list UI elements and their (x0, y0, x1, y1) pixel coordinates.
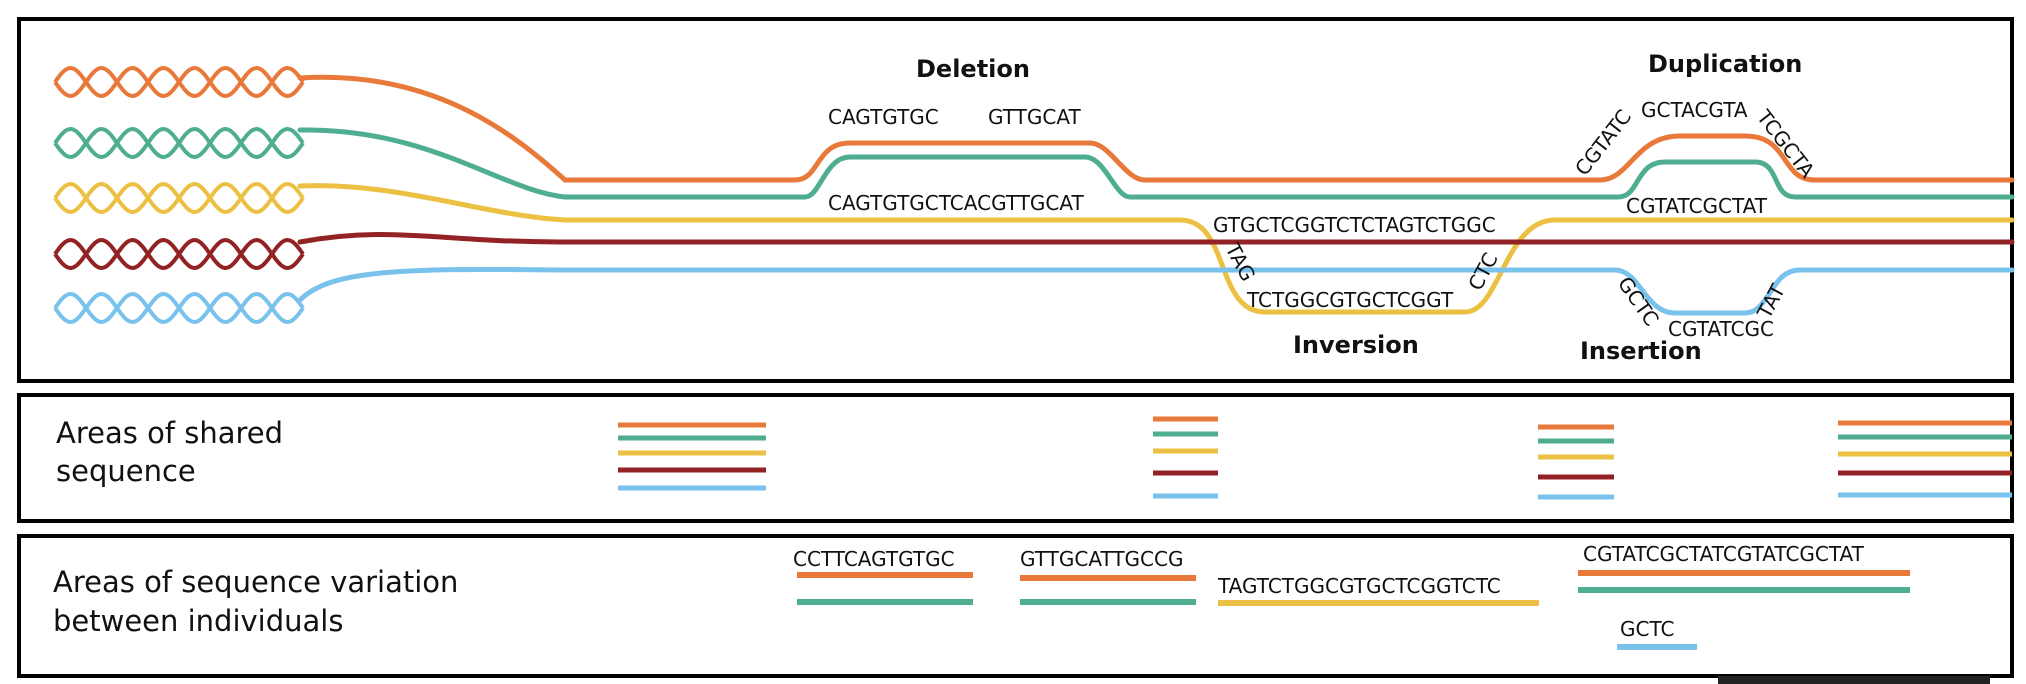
inversion-inv-seq: TCTGGCGTGCTCGGT (1246, 288, 1454, 312)
inversion-top-seq: GTGCTCGGTCTCTAGTCTGGC (1213, 213, 1496, 237)
dna-helix-darkred-strand-2 (53, 237, 305, 271)
shared-panel-frame (17, 393, 2014, 523)
corner-tab (1718, 676, 1990, 684)
shared-label-line1: Areas of shared (56, 416, 283, 450)
deletion-right-seq: GTTGCAT (988, 105, 1081, 129)
deletion-title: Deletion (916, 55, 1030, 83)
shared-segment-group (618, 416, 2012, 500)
variation-insertion-seq: GCTC (1620, 617, 1674, 641)
dna-helix-blue-strand-2 (53, 291, 305, 325)
variation-deletion-seq-2: GTTGCATTGCCG (1020, 547, 1183, 571)
variation-deletion-seq-1: CCTTCAGTGTGC (793, 547, 955, 571)
dna-helix-green-strand-2 (53, 126, 305, 160)
deletion-ref-seq: CAGTGTGCTCACGTTGCAT (828, 191, 1085, 215)
inversion-title: Inversion (1293, 331, 1419, 359)
variation-label-line1: Areas of sequence variation (53, 565, 458, 599)
strand-green (297, 127, 2015, 200)
insertion-left-seq: GCTC (1613, 272, 1664, 330)
variation-panel-frame (17, 534, 2014, 678)
strand-yellow (297, 183, 2015, 315)
insertion-mid-seq: CGTATCGC (1668, 317, 1774, 341)
deletion-left-seq: CAGTGTGC (828, 105, 939, 129)
dna-helix-orange-strand-2 (53, 65, 305, 99)
dna-helix-yellow-strand-2 (53, 181, 305, 215)
top-panel-frame (17, 17, 2014, 383)
strand-darkred (297, 231, 2015, 245)
duplication-title: Duplication (1648, 50, 1802, 78)
shared-label-line2: sequence (56, 454, 196, 488)
duplication-mid-seq: GCTACGTA (1641, 98, 1748, 122)
variation-duplication-seq: CGTATCGCTATCGTATCGCTAT (1583, 542, 1865, 566)
duplication-ref-seq: CGTATCGCTAT (1626, 194, 1768, 218)
variation-label-line2: between individuals (53, 604, 343, 638)
strand-group (297, 74, 2015, 316)
duplication-right-seq: TCGCTA (1751, 105, 1819, 183)
dna-helix-group (53, 65, 305, 325)
variation-inversion-seq: TAGTCTGGCGTGCTCGGTCTC (1217, 574, 1501, 598)
strand-blue (297, 266, 2015, 316)
insertion-title: Insertion (1580, 337, 1702, 365)
strand-orange (297, 74, 2015, 183)
